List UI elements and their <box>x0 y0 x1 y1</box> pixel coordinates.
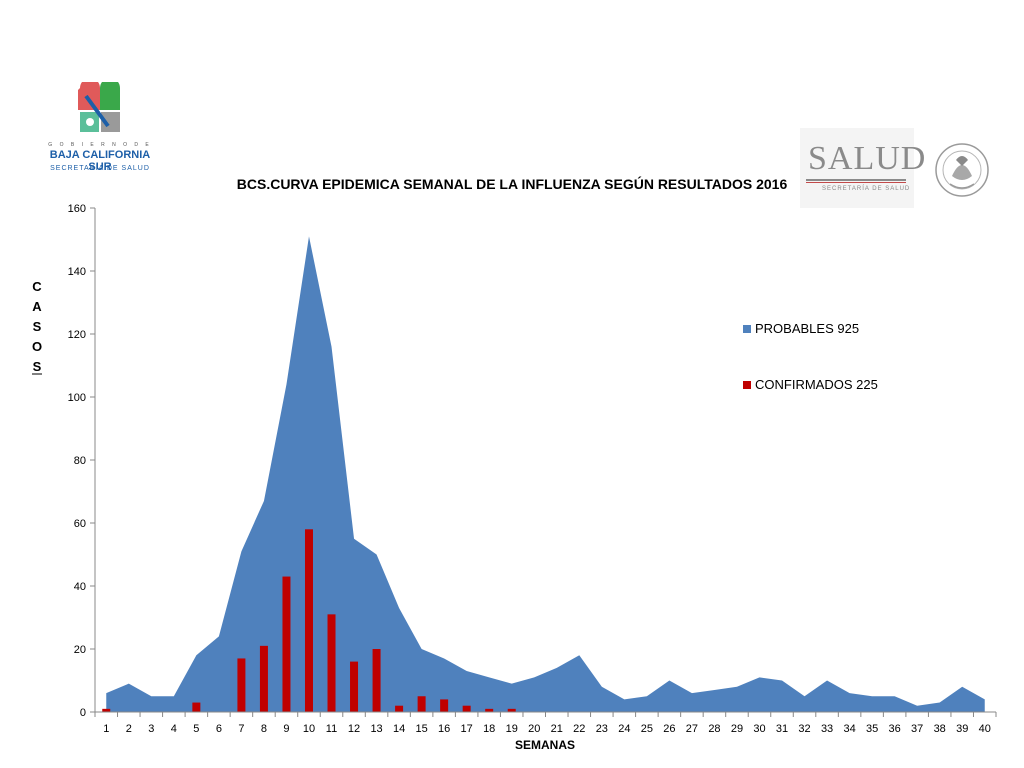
x-tick-label: 10 <box>303 723 315 735</box>
y-tick-label: 140 <box>68 266 86 278</box>
y-tick-label: 80 <box>74 455 86 467</box>
x-tick-label: 17 <box>461 723 473 735</box>
x-tick-label: 1 <box>103 723 109 735</box>
mexico-seal <box>932 130 992 210</box>
confirmados-bar <box>192 702 201 712</box>
y-axis-label-letter: O <box>32 339 42 354</box>
confirmados-bar <box>485 708 494 712</box>
y-tick-label: 100 <box>68 392 86 404</box>
x-tick-label: 16 <box>438 723 450 735</box>
bcs-state-text: BAJA CALIFORNIA SUR <box>49 149 151 173</box>
legend-swatch <box>743 381 751 389</box>
x-tick-label: 29 <box>731 723 743 735</box>
x-tick-label: 21 <box>551 723 563 735</box>
legend-label: PROBABLES 925 <box>755 321 859 336</box>
x-tick-label: 13 <box>370 723 382 735</box>
x-tick-label: 20 <box>528 723 540 735</box>
x-tick-label: 39 <box>956 723 968 735</box>
x-tick-label: 19 <box>506 723 518 735</box>
x-tick-label: 36 <box>889 723 901 735</box>
x-tick-label: 14 <box>393 723 405 735</box>
national-seal-icon <box>935 143 989 197</box>
x-tick-label: 2 <box>126 723 132 735</box>
y-axis-label-letter: C <box>32 279 42 294</box>
confirmados-bar <box>304 529 313 712</box>
x-tick-label: 23 <box>596 723 608 735</box>
probables-area <box>106 236 985 712</box>
probables-area-layer <box>106 236 985 712</box>
confirmados-bar <box>327 614 336 712</box>
x-tick-label: 8 <box>261 723 267 735</box>
y-tick-label: 160 <box>68 203 86 215</box>
y-axis-label-letter: S <box>33 319 42 334</box>
confirmados-bar <box>237 658 246 712</box>
salud-divider <box>806 179 906 181</box>
confirmados-bar-layer <box>102 529 516 712</box>
x-tick-label: 30 <box>753 723 765 735</box>
confirmados-bar <box>102 708 111 712</box>
x-tick-label: 26 <box>663 723 675 735</box>
confirmados-bar <box>417 696 426 712</box>
x-tick-label: 34 <box>843 723 855 735</box>
x-axis-label: SEMANAS <box>515 738 575 752</box>
y-axis-label-letter: A <box>32 299 42 314</box>
salud-subtitle: SECRETARÍA DE SALUD <box>822 186 911 192</box>
x-tick-label: 6 <box>216 723 222 735</box>
x-tick-label: 35 <box>866 723 878 735</box>
legend-swatch <box>743 325 751 333</box>
x-tick-label: 28 <box>708 723 720 735</box>
salud-logo: SALUD SECRETARÍA DE SALUD <box>800 128 925 208</box>
x-tick-label: 9 <box>283 723 289 735</box>
confirmados-bar <box>395 705 404 712</box>
x-tick-label: 22 <box>573 723 585 735</box>
x-tick-label: 38 <box>934 723 946 735</box>
x-tick-label: 7 <box>238 723 244 735</box>
chart-legend: PROBABLES 925 CONFIRMADOS 225 <box>743 321 878 392</box>
bcs-dept-text: SECRETARÍA DE SALUD <box>50 165 150 172</box>
x-tick-label: 31 <box>776 723 788 735</box>
chart-title: BCS.CURVA EPIDEMICA SEMANAL DE LA INFLUE… <box>237 175 788 192</box>
x-tick-label: 12 <box>348 723 360 735</box>
x-tick-label: 4 <box>171 723 177 735</box>
salud-divider-red <box>806 182 906 183</box>
confirmados-bar <box>350 661 359 712</box>
x-tick-label: 11 <box>326 723 337 735</box>
y-axis-label-letter: S <box>33 359 42 374</box>
y-tick-label: 40 <box>74 581 86 593</box>
legend-label: CONFIRMADOS 225 <box>755 377 878 392</box>
x-tick-label: 18 <box>483 723 495 735</box>
x-tick-label: 33 <box>821 723 833 735</box>
bcs-gov-text: G O B I E R N O D E <box>48 142 152 148</box>
y-tick-label: 20 <box>74 644 86 656</box>
confirmados-bar <box>462 705 471 712</box>
x-tick-label: 25 <box>641 723 653 735</box>
x-tick-label: 24 <box>618 723 630 735</box>
confirmados-bar <box>440 699 449 712</box>
x-tick-label: 32 <box>798 723 810 735</box>
x-tick-label: 5 <box>193 723 199 735</box>
salud-word: SALUD <box>808 140 927 177</box>
x-tick-label: 15 <box>415 723 427 735</box>
confirmados-bar <box>282 576 291 712</box>
confirmados-bar <box>372 649 381 712</box>
x-tick-label: 40 <box>979 723 991 735</box>
x-tick-label: 27 <box>686 723 698 735</box>
bcs-government-logo: G O B I E R N O D E BAJA CALIFORNIA SUR … <box>40 78 160 182</box>
x-tick-label: 37 <box>911 723 923 735</box>
bcs-emblem-icon <box>78 78 120 132</box>
confirmados-bar <box>507 708 516 712</box>
y-tick-label: 0 <box>80 707 86 719</box>
x-tick-label: 3 <box>148 723 154 735</box>
y-tick-label: 60 <box>74 518 86 530</box>
confirmados-bar <box>259 645 268 712</box>
y-tick-label: 120 <box>68 329 86 341</box>
